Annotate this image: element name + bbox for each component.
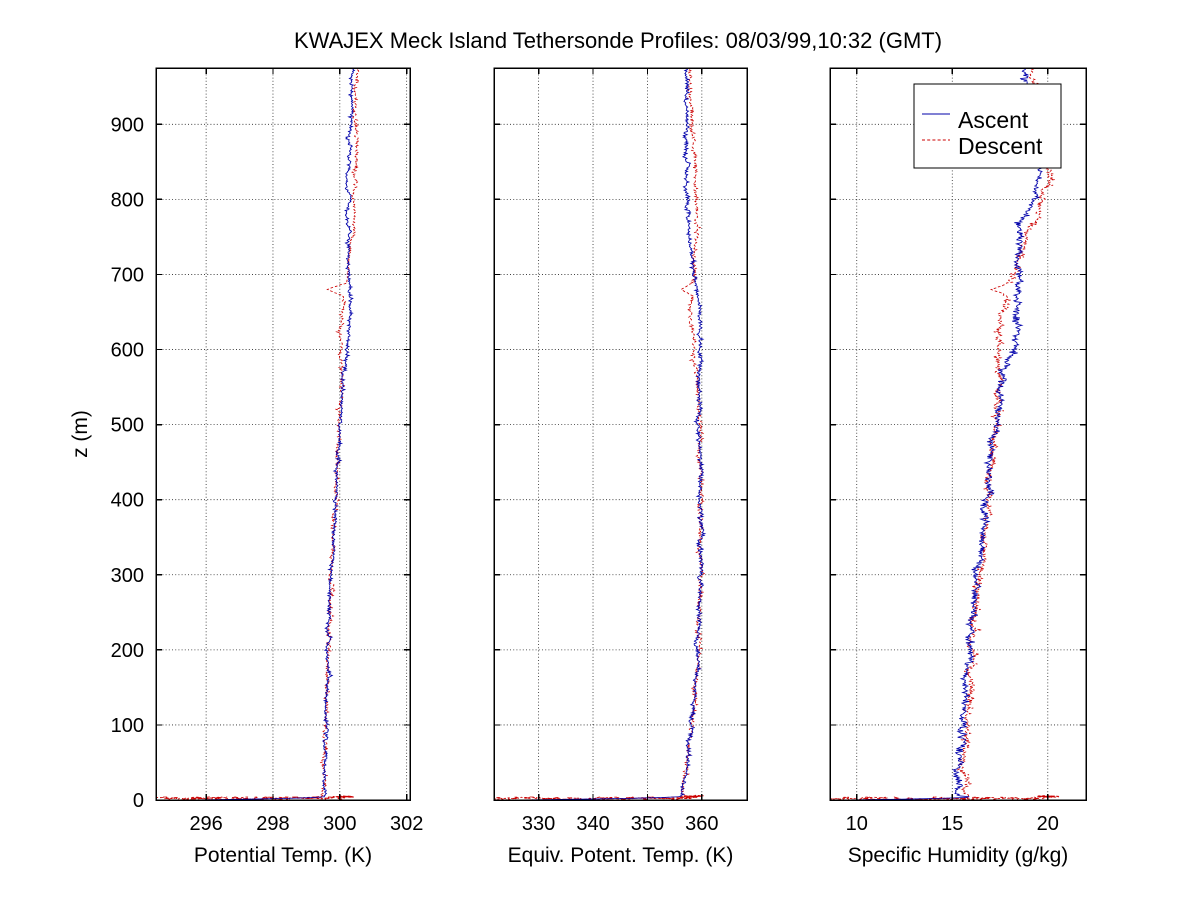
svg-text:350: 350 [631,813,664,835]
svg-text:200: 200 [111,640,144,662]
svg-text:300: 300 [323,813,356,835]
svg-text:Potential Temp. (K): Potential Temp. (K) [194,844,372,867]
svg-text:500: 500 [111,415,144,437]
svg-text:0: 0 [133,790,144,812]
svg-text:z (m): z (m) [69,410,92,458]
svg-text:400: 400 [111,490,144,512]
svg-text:15: 15 [941,813,963,835]
svg-text:10: 10 [846,813,868,835]
svg-text:302: 302 [390,813,423,835]
svg-text:100: 100 [111,715,144,737]
svg-text:330: 330 [522,813,555,835]
svg-text:Ascent: Ascent [958,107,1029,133]
svg-text:Specific Humidity (g/kg): Specific Humidity (g/kg) [848,844,1069,867]
svg-text:Equiv. Potent. Temp. (K): Equiv. Potent. Temp. (K) [508,844,734,867]
svg-text:360: 360 [685,813,718,835]
svg-text:340: 340 [576,813,609,835]
svg-text:298: 298 [256,813,289,835]
svg-text:700: 700 [111,264,144,286]
svg-text:296: 296 [189,813,222,835]
svg-text:600: 600 [111,340,144,362]
svg-text:KWAJEX Meck Island Tethersonde: KWAJEX Meck Island Tethersonde Profiles:… [294,28,942,53]
svg-text:900: 900 [111,114,144,136]
svg-text:20: 20 [1037,813,1059,835]
svg-text:Descent: Descent [958,133,1043,159]
svg-text:300: 300 [111,565,144,587]
svg-text:800: 800 [111,189,144,211]
